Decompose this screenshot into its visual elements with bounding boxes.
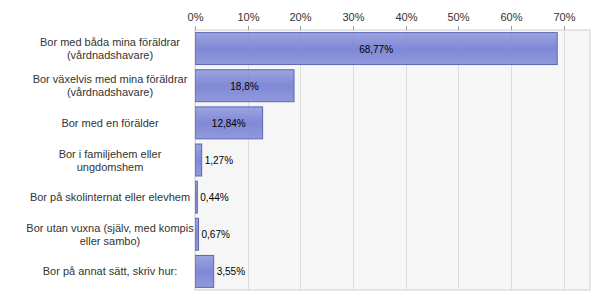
bar	[195, 33, 557, 65]
tick-mark	[458, 26, 459, 30]
data-label: 12,84%	[212, 118, 246, 129]
tick-label: 0%	[188, 11, 204, 23]
grid-line	[458, 30, 459, 290]
category-label: Bor i familjehem ellerungdomshem	[59, 148, 162, 173]
data-label: 3,55%	[217, 266, 245, 277]
tick-label: 70%	[553, 11, 575, 23]
tick-mark	[300, 26, 301, 30]
grid-line	[511, 30, 512, 290]
category-label: Bor utan vuxna (själv, med kompiseller s…	[26, 222, 194, 247]
bars	[195, 33, 557, 288]
bar	[195, 107, 263, 139]
tick-mark	[248, 26, 249, 30]
tick-label: 10%	[237, 11, 259, 23]
category-label: Bor växelvis med mina föräldrar(vårdnads…	[33, 73, 188, 98]
tick-label: 30%	[342, 11, 364, 23]
bar	[195, 144, 202, 176]
data-label: 1,27%	[205, 155, 233, 166]
tick-mark	[353, 26, 354, 30]
data-label: 68,77%	[359, 44, 393, 55]
data-label: 0,44%	[200, 192, 228, 203]
chart: 0% 10% 20% 30% 40% 50% 60% 70% 68,77% Bor med båd…	[0, 0, 600, 299]
bar	[195, 218, 199, 250]
bar	[195, 70, 294, 102]
tick-label: 50%	[447, 11, 469, 23]
grid-line	[564, 30, 565, 290]
category-label: Bor på skolinternat eller elevhem	[30, 191, 190, 203]
plot-area	[195, 30, 590, 290]
data-label: 18,8%	[230, 81, 258, 92]
category-label: Bor på annat sätt, skriv hur:	[43, 265, 178, 277]
tick-label: 40%	[395, 11, 417, 23]
grid-line	[300, 30, 301, 290]
data-label: 0,67%	[202, 229, 230, 240]
tick-label: 20%	[289, 11, 311, 23]
tick-label: 60%	[500, 11, 522, 23]
tick-mark	[406, 26, 407, 30]
bar	[195, 181, 197, 213]
tick-mark	[195, 26, 196, 30]
grid-line	[406, 30, 407, 290]
category-label: Bor med båda mina föräldrar(vårdnadshava…	[40, 36, 180, 61]
category-label: Bor med en förälder	[61, 117, 159, 129]
bar	[195, 255, 214, 287]
labels: 68,77% Bor med båda mina föräldrar(vårdna…	[26, 36, 393, 277]
tick-mark	[564, 26, 565, 30]
tick-mark	[511, 26, 512, 30]
grid-line	[353, 30, 354, 290]
grid-line	[248, 30, 249, 290]
